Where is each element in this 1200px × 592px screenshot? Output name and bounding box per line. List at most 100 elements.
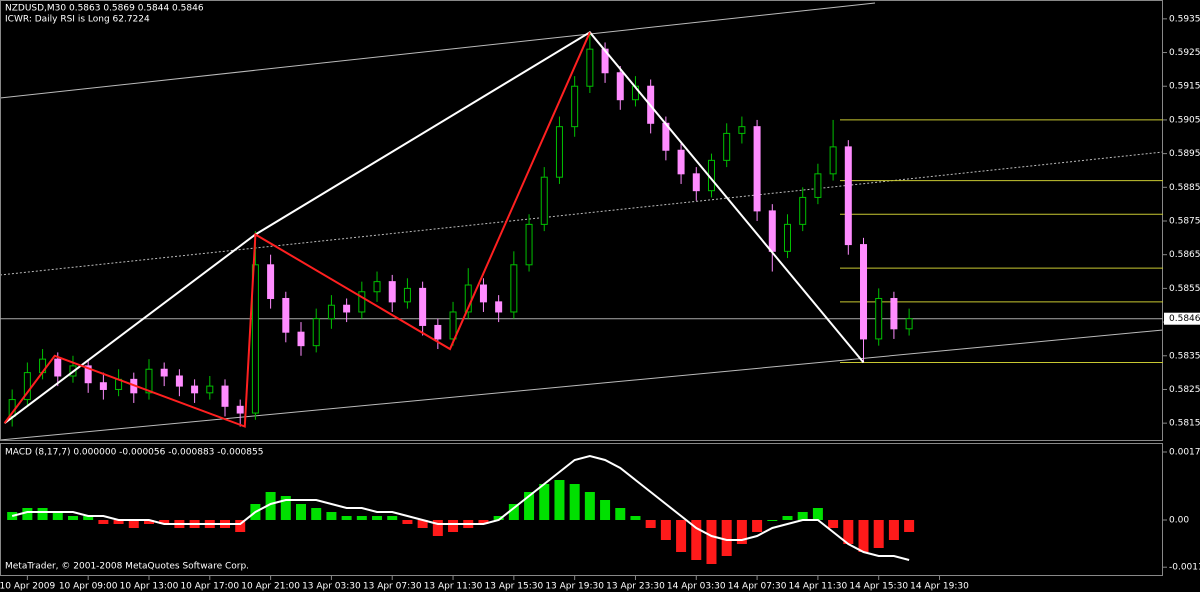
macd-bar: [159, 520, 170, 524]
candle-body: [677, 149, 685, 175]
candle-body: [479, 284, 487, 303]
macd-bar: [98, 520, 109, 524]
macd-bar: [432, 520, 443, 536]
candle-body: [510, 264, 518, 313]
macd-bar: [584, 492, 595, 520]
macd-title: MACD (8,17,7) 0.000000 -0.000056 -0.0008…: [5, 448, 263, 458]
candle-body: [768, 210, 776, 252]
macd-bar: [326, 512, 337, 520]
candle-body: [388, 281, 396, 303]
candle-body: [905, 318, 913, 330]
x-tick-label: 13 Apr 03:30: [302, 582, 361, 592]
macd-bar: [341, 516, 352, 520]
candle-body: [206, 385, 214, 394]
candle-body: [616, 72, 624, 101]
macd-bar: [797, 512, 808, 520]
macd-bar: [660, 520, 671, 540]
candle-body: [692, 173, 700, 192]
y-tick-label: 0.5905: [1169, 115, 1200, 125]
macd-bar: [539, 484, 550, 520]
macd-y-tick-label: -0.00118: [1169, 563, 1200, 573]
macd-bar: [615, 508, 626, 520]
x-tick-label: 10 Apr 13:00: [120, 582, 179, 592]
macd-bar: [113, 520, 124, 524]
macd-bar: [280, 496, 291, 520]
macd-bar: [52, 512, 63, 520]
y-tick-label: 0.5855: [1169, 284, 1200, 294]
y-tick-label: 0.5875: [1169, 217, 1200, 227]
zigzag: [3, 31, 865, 424]
x-tick-label: 13 Apr 23:30: [606, 582, 665, 592]
candle-body: [403, 287, 411, 303]
candle-body: [783, 223, 791, 252]
macd-bar: [904, 520, 915, 532]
candle-body: [282, 297, 290, 333]
macd-bar: [858, 520, 869, 552]
macd-bar: [143, 520, 154, 524]
macd-bar: [721, 520, 732, 556]
macd-bar: [67, 516, 78, 520]
macd-bar: [554, 480, 565, 520]
current-price-label: 0.5846: [1169, 314, 1200, 324]
y-tick-label: 0.5835: [1169, 351, 1200, 361]
macd-bar: [235, 520, 246, 532]
candle-body: [297, 331, 305, 347]
macd-bar: [356, 516, 367, 520]
candle-body: [844, 146, 852, 246]
trend-line: [0, 329, 1164, 441]
macd-bar: [630, 516, 641, 520]
candle-body: [23, 372, 31, 401]
candle-body: [434, 324, 442, 340]
candle-body: [251, 264, 259, 414]
macd-bar: [843, 520, 854, 544]
candle-body: [327, 304, 335, 320]
x-tick-label: 10 Apr 2009: [0, 582, 55, 592]
candle-body: [738, 126, 746, 134]
macd-bar: [508, 504, 519, 520]
y-tick-label: 0.5935: [1169, 14, 1200, 24]
macd-bar: [402, 520, 413, 524]
macd-line: [11, 454, 910, 561]
candle-body: [175, 375, 183, 387]
candle-body: [571, 85, 579, 128]
x-tick-label: 10 Apr 09:00: [59, 582, 118, 592]
zigzag: [3, 31, 591, 428]
macd-bar: [493, 516, 504, 520]
macd-bar: [752, 520, 763, 532]
y-tick-label: 0.5915: [1169, 82, 1200, 92]
current-price-box: [1164, 312, 1200, 325]
macd-bar: [736, 520, 747, 544]
candle-body: [875, 297, 883, 340]
x-tick-label: 14 Apr 11:30: [789, 582, 848, 592]
x-tick-label: 14 Apr 19:30: [910, 582, 969, 592]
candle-body: [236, 405, 244, 414]
macd-bar: [478, 520, 489, 524]
macd-bar: [888, 520, 899, 540]
macd-bar: [83, 516, 94, 520]
macd-bar: [22, 508, 33, 520]
x-tick-label: 13 Apr 19:30: [545, 582, 604, 592]
candle-body: [890, 297, 898, 330]
candle-body: [860, 244, 868, 340]
candle-body: [829, 146, 837, 175]
candle-body: [145, 368, 153, 394]
y-tick-label: 0.5885: [1169, 183, 1200, 193]
candle-body: [221, 385, 229, 407]
macd-bar: [691, 520, 702, 560]
macd-bar: [873, 520, 884, 548]
candle-body: [191, 385, 199, 394]
candle-body: [449, 311, 457, 340]
x-tick-label: 13 Apr 11:30: [424, 582, 483, 592]
macd-bar: [782, 516, 793, 520]
candle-body: [723, 132, 731, 161]
macd-bar: [706, 520, 717, 564]
candle-body: [419, 287, 427, 326]
macd-panel-frame: [0, 443, 1163, 576]
macd-bar: [645, 520, 656, 528]
candle-body: [267, 264, 275, 299]
macd-bar: [311, 508, 322, 520]
x-tick-label: 13 Apr 07:30: [363, 582, 422, 592]
chart-subtitle: ICWR: Daily RSI is Long 62.7224: [5, 15, 150, 25]
trend-line: [0, 2, 876, 99]
